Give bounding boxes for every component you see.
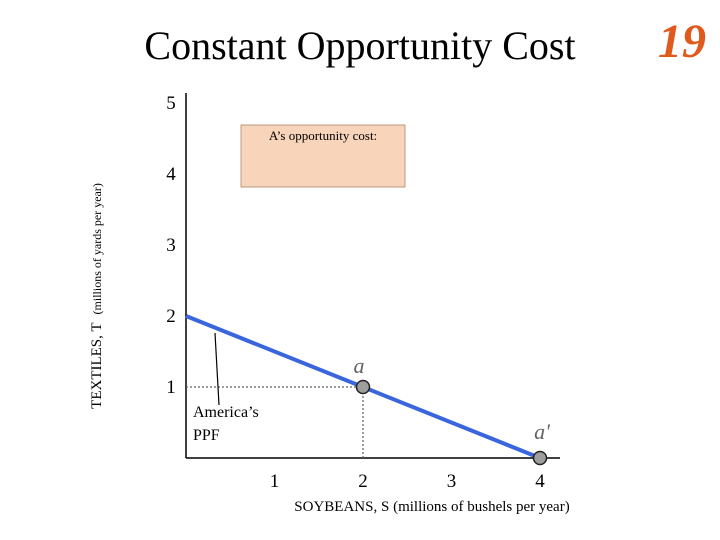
slide-title: Constant Opportunity Cost [144, 23, 576, 68]
y-axis-label: TEXTILES, T (millions of yards per year) [88, 183, 105, 409]
y-tick-label: 3 [166, 235, 176, 256]
point-a-prime [532, 450, 548, 466]
point-a [355, 379, 371, 395]
x-tick-label: 4 [535, 471, 545, 492]
ppf-label-line-2: PPF [193, 427, 220, 444]
opportunity-cost-callout [240, 124, 406, 188]
y-tick-label: 2 [166, 306, 176, 327]
x-tick-label: 3 [447, 471, 457, 492]
x-axis-label: SOYBEANS, S (millions of bushels per yea… [294, 499, 569, 515]
point-label: a [354, 353, 365, 378]
callout-text: A’s opportunity cost: [269, 128, 377, 143]
slide-number: 19 [658, 15, 706, 68]
y-tick-label: 5 [166, 93, 176, 114]
y-axis-label-main: TEXTILES, T [89, 322, 105, 408]
x-tick-label: 2 [358, 471, 368, 492]
point-label: a' [534, 419, 550, 444]
ppf-label: America’s PPF [193, 404, 263, 444]
ppf-pointer-line [214, 332, 220, 406]
y-axis-label-units: (millions of yards per year) [90, 183, 104, 314]
ppf-label-line-1: America’s [193, 404, 259, 421]
y-tick-label: 1 [166, 377, 176, 398]
y-tick-label: 4 [166, 164, 176, 185]
x-tick-label: 1 [270, 471, 280, 492]
